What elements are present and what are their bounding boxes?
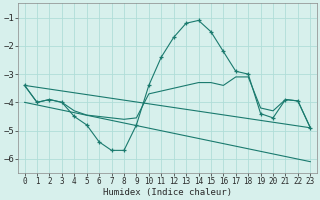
X-axis label: Humidex (Indice chaleur): Humidex (Indice chaleur) [103, 188, 232, 197]
